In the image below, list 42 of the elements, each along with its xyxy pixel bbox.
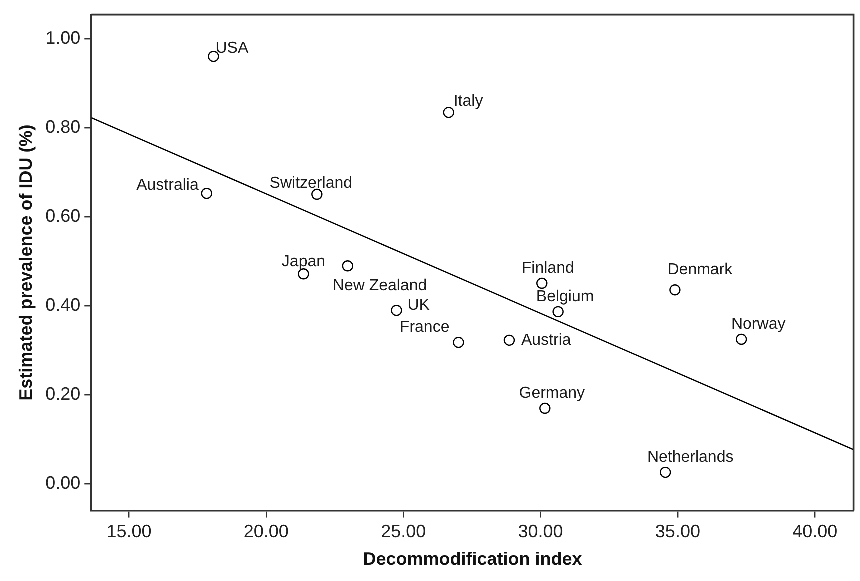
point [342, 260, 354, 272]
x-axis-title: Decommodification index [363, 549, 582, 570]
point [312, 188, 323, 200]
annotation: Belgium [536, 288, 594, 306]
point [540, 402, 551, 414]
annotation: Australia [136, 177, 199, 194]
annotation: Netherlands [647, 448, 734, 466]
annotation: Italy [454, 93, 484, 110]
annotation: Norway [731, 316, 786, 333]
y-tick-label: 0.40 [46, 295, 81, 316]
annotation: Switzerland [270, 174, 353, 192]
x-tick-label: 40.00 [792, 522, 838, 542]
point [736, 334, 748, 346]
annotation: Austria [521, 332, 572, 349]
y-tick-label: 1.00 [46, 28, 81, 48]
annotation: France [400, 319, 450, 336]
point [391, 305, 402, 316]
annotation: Japan [282, 254, 326, 271]
y-tick-label: 0.60 [46, 206, 81, 226]
annotation: New Zealand [332, 278, 428, 295]
annotation: UK [408, 297, 430, 314]
point [552, 306, 564, 318]
point [443, 107, 454, 118]
x-tick-label: 20.00 [244, 522, 289, 542]
y-tick-label: 0.20 [46, 384, 81, 404]
x-tick-label: 15.00 [106, 522, 152, 542]
point [670, 284, 681, 296]
x-tick-label: 30.00 [518, 522, 564, 542]
annotation: USA [216, 40, 249, 58]
point [201, 188, 212, 200]
annotation: Denmark [668, 262, 734, 279]
annotation: Finland [522, 260, 574, 277]
x-tick-label: 35.00 [655, 522, 700, 542]
x-tick-label: 25.00 [381, 522, 426, 542]
y-axis-title: Estimated prevalence of IDU (%) [16, 124, 36, 401]
point [504, 334, 516, 346]
point [536, 278, 548, 290]
y-tick-label: 0.00 [46, 473, 81, 494]
point [660, 466, 672, 478]
point [453, 337, 464, 348]
annotation: Germany [519, 384, 586, 402]
y-tick-label: 0.80 [46, 117, 81, 138]
